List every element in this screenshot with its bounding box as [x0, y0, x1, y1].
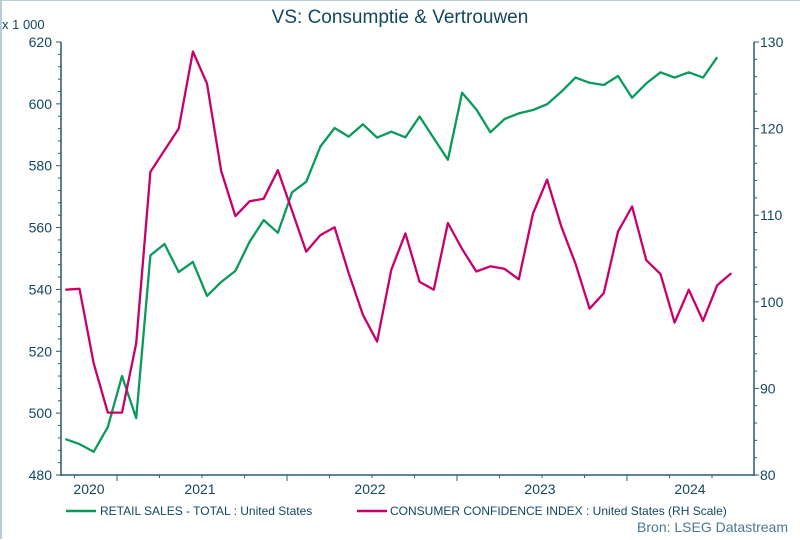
left-axis-tick-label: 480 [29, 467, 53, 483]
left-axis-tick-label: 500 [29, 405, 53, 421]
right-axis-tick-label: 100 [760, 294, 784, 310]
left-axis-tick-label: 600 [29, 96, 53, 112]
legend-label-confidence: CONSUMER CONFIDENCE INDEX : United State… [390, 504, 727, 518]
legend: RETAIL SALES - TOTAL : United States CON… [66, 504, 727, 518]
x-axis-tick-label: 2023 [524, 481, 555, 497]
left-axis-unit: x 1 000 [2, 17, 45, 32]
x-axis-tick-label: 2024 [674, 481, 705, 497]
legend-label-retail: RETAIL SALES - TOTAL : United States [100, 504, 312, 518]
left-axis-tick-label: 540 [29, 281, 53, 297]
x-axis-tick-label: 2022 [354, 481, 385, 497]
source-note: Bron: LSEG Datastream [637, 519, 788, 535]
left-axis-tick-label: 520 [29, 343, 53, 359]
left-axis-tick-label: 580 [29, 158, 53, 174]
left-axis-tick-label: 560 [29, 220, 53, 236]
series-line-consumer-confidence [65, 50, 733, 414]
chart-title: VS: Consumptie & Vertrouwen [272, 7, 529, 28]
x-axis-tick-label: 2021 [184, 481, 215, 497]
right-axis-tick-label: 80 [760, 467, 776, 483]
series-line-retail-sales [64, 56, 719, 453]
left-axis-tick-label: 620 [29, 34, 53, 50]
right-axis-tick-label: 120 [760, 121, 784, 137]
x-axis-tick-label: 2020 [73, 481, 104, 497]
right-axis-tick-label: 90 [760, 380, 776, 396]
right-axis-tick-label: 110 [760, 207, 783, 223]
right-axis-tick-label: 130 [760, 34, 784, 50]
